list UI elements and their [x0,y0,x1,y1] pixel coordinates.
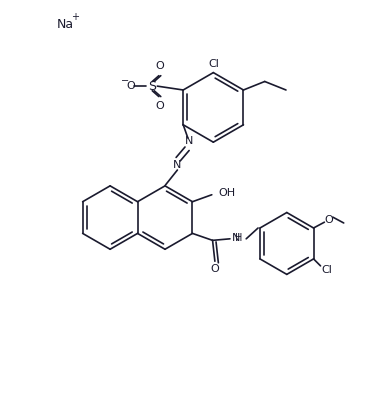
Text: OH: OH [219,188,236,198]
Text: O: O [211,264,219,274]
Text: S: S [148,80,156,93]
Text: +: + [71,12,79,21]
Text: Cl: Cl [321,265,332,275]
Text: N: N [232,233,240,243]
Text: O: O [156,61,165,71]
Text: O: O [126,81,135,91]
Text: O: O [324,215,333,225]
Text: Na: Na [57,18,74,31]
Text: Cl: Cl [208,59,219,69]
Text: N: N [185,137,194,146]
Text: −: − [121,76,129,86]
Text: H: H [236,233,243,243]
Text: O: O [156,101,165,111]
Text: N: N [173,160,182,170]
